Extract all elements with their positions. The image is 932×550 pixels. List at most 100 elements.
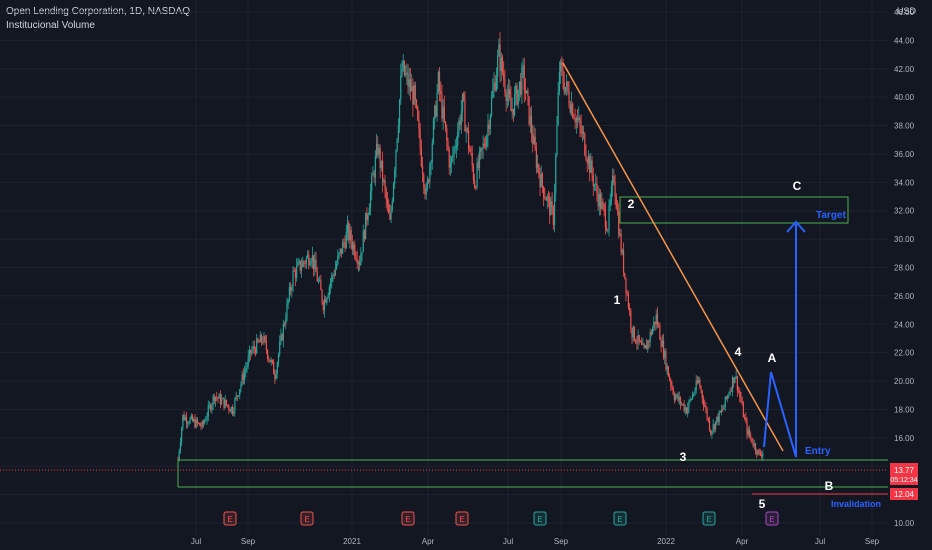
candle-body [334, 268, 336, 276]
candle-body [547, 196, 550, 198]
candle-body [543, 186, 545, 198]
y-tick-label: 36.00 [894, 150, 915, 159]
x-tick-label: Jul [191, 537, 201, 546]
candle-body [604, 209, 606, 228]
candle-body [277, 354, 280, 363]
candle-body [538, 164, 540, 174]
candle-body [549, 197, 551, 216]
candle-body [661, 340, 663, 347]
candle-body [636, 342, 638, 344]
candle-body [466, 128, 468, 130]
y-tick-label: 38.00 [894, 122, 915, 131]
candle-body [233, 411, 235, 414]
candle-body [365, 212, 367, 240]
candle-body [482, 143, 484, 149]
candle-body [356, 259, 358, 264]
candle-body [270, 360, 272, 363]
candle-body [499, 44, 501, 71]
candle-body [204, 420, 206, 424]
candle-body [698, 379, 700, 383]
candle-body [216, 396, 218, 398]
candle-body [348, 223, 350, 240]
candle-body [257, 338, 259, 342]
candle-body [285, 319, 287, 325]
candle-body [199, 422, 201, 426]
earnings-marker-label: E [769, 515, 774, 524]
candle-body [458, 120, 460, 133]
candle-body [699, 379, 701, 387]
candle-body [408, 79, 410, 87]
candle-body [409, 79, 412, 92]
candle-body [224, 399, 226, 408]
candle-body [446, 128, 448, 141]
candle-body [731, 377, 734, 391]
candle-body [425, 188, 427, 195]
candle-body [758, 449, 760, 453]
candle-body [339, 248, 341, 253]
candle-body [752, 442, 754, 446]
wave-label-5: 5 [759, 497, 766, 511]
candle-body [405, 73, 407, 75]
candle-body [510, 98, 512, 112]
x-tick-label: Sep [554, 537, 569, 546]
candle-body [282, 324, 284, 341]
candle-body [464, 100, 466, 132]
candle-body [742, 403, 745, 418]
candle-body [386, 200, 389, 205]
candle-body [477, 162, 479, 168]
candle-body [539, 173, 541, 188]
x-tick-label: 2021 [343, 537, 361, 546]
candle-body [580, 125, 582, 134]
candle-body [619, 234, 621, 236]
candle-body [599, 193, 602, 209]
candle-body [633, 326, 636, 341]
y-tick-label: 42.00 [894, 65, 915, 74]
candle-body [689, 399, 691, 401]
earnings-marker [300, 511, 314, 526]
candle-body [524, 90, 527, 94]
candle-body [494, 82, 496, 91]
candle-body [737, 390, 740, 392]
candle-body [190, 415, 192, 419]
candle-body [476, 162, 478, 188]
candle-body [437, 72, 439, 93]
candle-body [665, 351, 667, 370]
candle-body [576, 118, 579, 120]
countdown-value: 05:12:34 [890, 477, 917, 484]
x-tick-label: Apr [736, 537, 749, 546]
candle-body [434, 105, 436, 120]
candle-body [550, 201, 552, 216]
candle-body [283, 324, 286, 326]
candle-body [534, 136, 536, 149]
candle-body [563, 82, 565, 93]
candle-body [413, 85, 415, 105]
y-tick-label: 28.00 [894, 264, 915, 273]
candle-body [586, 159, 588, 164]
candle-body [714, 421, 717, 430]
candle-body [490, 97, 493, 116]
candle-body [234, 399, 236, 412]
candle-body [354, 244, 356, 257]
candle-body [438, 72, 441, 92]
candle-body [753, 443, 755, 446]
candle-body [581, 131, 583, 134]
target-label: Target [816, 210, 846, 221]
candle-body [521, 67, 523, 95]
candle-body [614, 181, 616, 197]
candle-body [189, 418, 191, 424]
candle-body [629, 307, 631, 311]
candle-body [397, 125, 399, 139]
candle-body [229, 409, 231, 412]
candle-body [722, 409, 724, 411]
candle-body [630, 310, 632, 329]
candle-body [415, 100, 418, 107]
candle-body [258, 341, 260, 343]
y-tick-label: 18.00 [894, 405, 915, 414]
candle-body [631, 328, 633, 338]
candle-body [377, 143, 379, 155]
candle-body [394, 169, 396, 184]
abc-label-B: B [825, 479, 834, 493]
candle-body [717, 416, 719, 423]
